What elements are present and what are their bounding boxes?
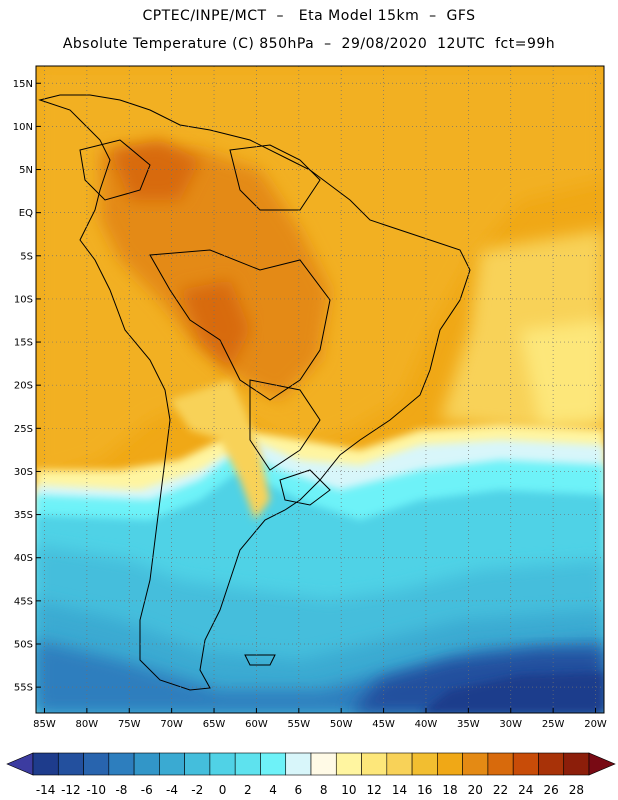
colorbar-tick-label: 4	[269, 783, 277, 797]
lon-tick-label: 85W	[33, 719, 56, 730]
colorbar-tick-label: 2	[244, 783, 252, 797]
colorbar-tick-label: -12	[61, 783, 81, 797]
lat-tick-label: 40S	[14, 553, 33, 564]
lon-tick-label: 55W	[287, 719, 310, 730]
colorbar-swatch	[487, 752, 514, 776]
lat-tick-label: 10N	[13, 122, 33, 133]
colorbar-tick-label: -14	[36, 783, 56, 797]
colorbar-swatch	[310, 752, 337, 776]
lon-tick-label: 20W	[584, 719, 607, 730]
colorbar-swatch	[462, 752, 489, 776]
colorbar-swatch	[538, 752, 565, 776]
colorbar-swatch	[361, 752, 388, 776]
lat-tick-label: 10S	[14, 294, 33, 305]
colorbar-tick-label: -8	[115, 783, 127, 797]
lon-tick-label: 65W	[203, 719, 226, 730]
colorbar-tick-label: 0	[219, 783, 227, 797]
colorbar-swatch	[133, 752, 160, 776]
coastlines	[38, 94, 471, 691]
colorbar-swatch	[234, 752, 261, 776]
longitude-axis: 85W 80W 75W 70W 65W 60W 55W 50W 45W 40W 35W 30W 25W 2…	[33, 708, 607, 730]
colorbar-tick-label: -2	[191, 783, 203, 797]
lon-tick-label: 70W	[160, 719, 183, 730]
colorbar-tick-label: 8	[320, 783, 328, 797]
colorbar-labels: -14 -12 -10 -8 -6 -4 -2 0 2 4 6 8 10 12 14 16 18 20 22 24 26…	[36, 783, 584, 797]
colorbar-swatch	[108, 752, 135, 776]
lon-tick-label: 45W	[372, 719, 395, 730]
colorbar-low-arrow	[6, 752, 34, 776]
colorbar-swatch	[57, 752, 84, 776]
lon-tick-label: 75W	[118, 719, 141, 730]
lat-tick-label: 35S	[14, 510, 33, 521]
colorbar-tick-label: 24	[518, 783, 533, 797]
latitude-axis: 15N 10N 5N EQ 5S 10S 15S 20S 25S 30S 35S 40S 45S 50S 5…	[13, 79, 41, 694]
lat-tick-label: 20S	[14, 381, 33, 392]
colorbar-swatch	[512, 752, 539, 776]
colorbar-swatch	[184, 752, 211, 776]
colorbar-tick-label: 14	[392, 783, 407, 797]
lat-tick-label: 45S	[14, 596, 33, 607]
lon-tick-label: 50W	[330, 719, 353, 730]
colorbar-swatch	[32, 752, 59, 776]
lon-tick-label: 60W	[245, 719, 268, 730]
chart-title-line-2: Absolute Temperature (C) 850hPa – 29/08/…	[62, 36, 556, 52]
colorbar-tick-label: 12	[367, 783, 382, 797]
graticule	[36, 66, 604, 713]
colorbar-high-arrow	[588, 752, 616, 776]
colorbar-tick-label: 6	[295, 783, 303, 797]
colorbar-swatch	[563, 752, 590, 776]
lat-tick-label: 50S	[14, 639, 33, 650]
lon-tick-label: 35W	[457, 719, 480, 730]
colorbar-tick-label: -6	[141, 783, 153, 797]
colorbar-swatch	[437, 752, 463, 776]
colorbar-swatch	[411, 752, 438, 776]
colorbar-swatch	[335, 752, 362, 776]
lat-tick-label: 5S	[20, 251, 33, 262]
colorbar-swatch	[285, 752, 312, 776]
chart-title-line-1: CPTEC/INPE/MCT – Eta Model 15km – GFS	[142, 8, 476, 24]
colorbar-tick-label: 22	[493, 783, 508, 797]
lon-tick-label: 40W	[415, 719, 438, 730]
lat-tick-label: 5N	[19, 165, 33, 176]
colorbar-tick-label: 10	[341, 783, 356, 797]
lat-tick-label: 25S	[14, 424, 33, 435]
colorbar-tick-label: -4	[166, 783, 178, 797]
lat-tick-label: 55S	[14, 683, 33, 694]
colorbar-swatch	[386, 752, 413, 776]
lat-tick-label: EQ	[19, 208, 33, 219]
colorbar-swatch	[209, 752, 236, 776]
colorbar-tick-label: 26	[543, 783, 558, 797]
colorbar-swatch	[83, 752, 110, 776]
colorbar-tick-label: 28	[569, 783, 584, 797]
colorbar-tick-label: 18	[442, 783, 457, 797]
lon-tick-label: 30W	[499, 719, 522, 730]
lon-tick-label: 80W	[76, 719, 99, 730]
colorbar-swatch	[159, 752, 185, 776]
colorbar-tick-label: -10	[86, 783, 106, 797]
map-border	[35, 65, 605, 714]
lon-tick-label: 25W	[542, 719, 565, 730]
colorbar	[6, 752, 616, 776]
temperature-field	[36, 66, 604, 713]
lat-tick-label: 15S	[14, 338, 33, 349]
lat-tick-label: 15N	[13, 79, 33, 90]
colorbar-tick-label: 16	[417, 783, 432, 797]
colorbar-swatch	[260, 752, 287, 776]
colorbar-tick-label: 20	[468, 783, 483, 797]
lat-tick-label: 30S	[14, 467, 33, 478]
